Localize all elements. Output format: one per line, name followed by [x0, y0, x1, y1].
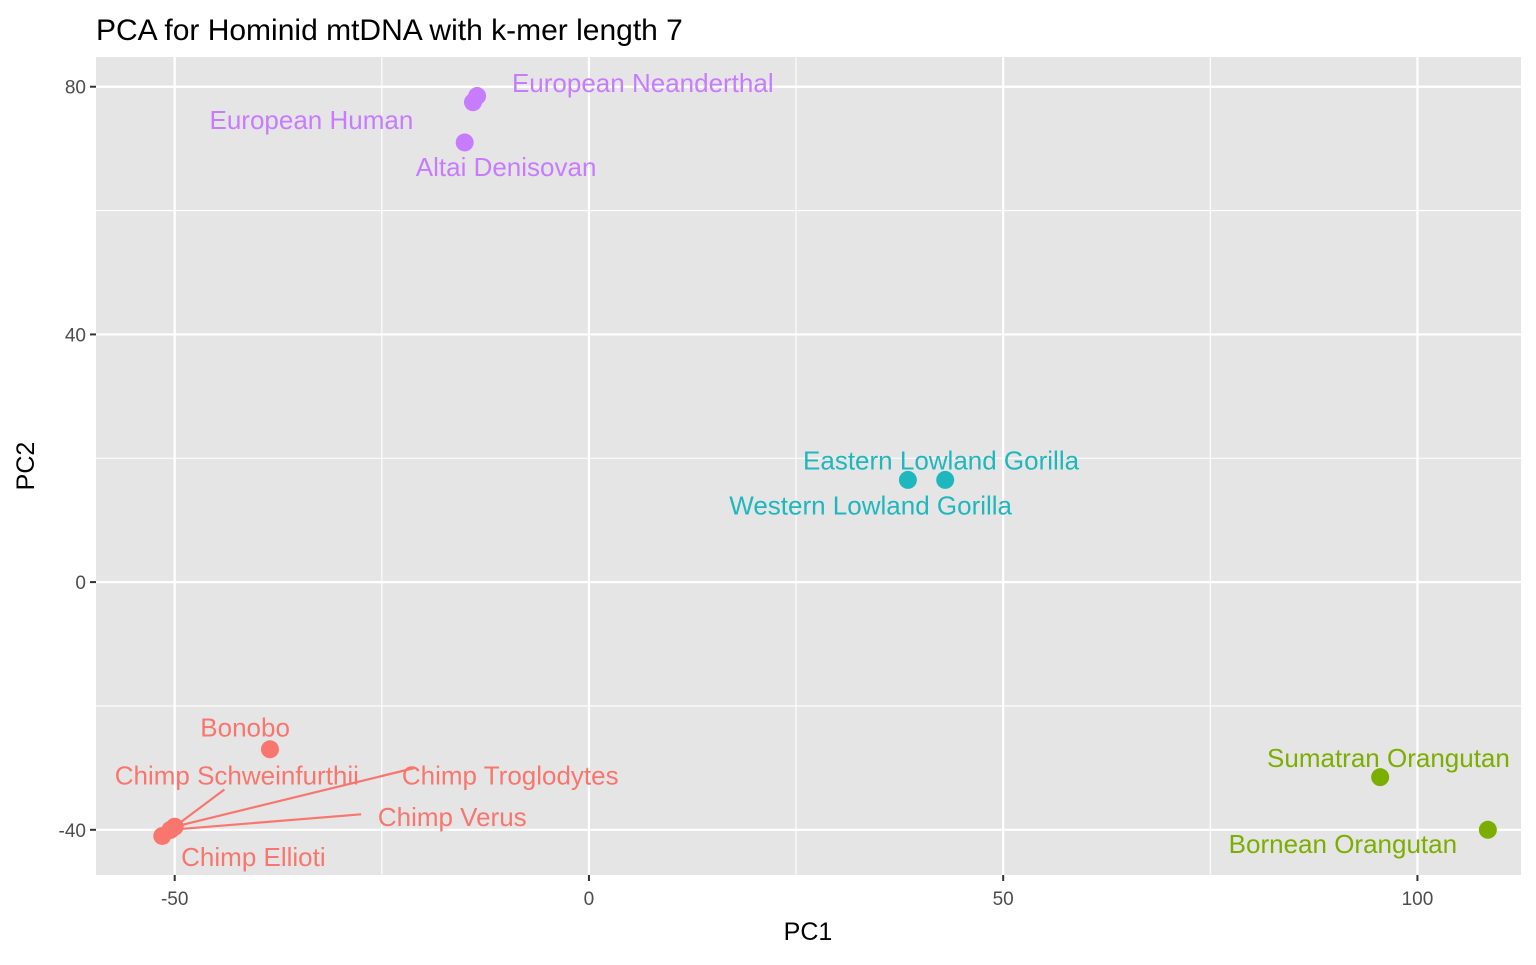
x-tick-label: -50 — [161, 889, 188, 910]
data-point — [1478, 820, 1497, 839]
point-labels: European Neanderthal European HumanAltai … — [115, 68, 1510, 872]
data-point — [898, 470, 917, 489]
label-leader-line — [174, 766, 416, 828]
point-label: Sumatran Orangutan — [1267, 743, 1510, 773]
x-axis-title: PC1 — [784, 918, 833, 946]
x-tick-label: 50 — [993, 889, 1014, 910]
y-tick-label: 80 — [65, 78, 86, 99]
data-points — [153, 87, 1497, 845]
point-label: Western Lowland Gorilla — [729, 490, 1012, 520]
data-point — [153, 826, 172, 845]
point-label: Bornean Orangutan — [1229, 829, 1457, 859]
chart-title: PCA for Hominid mtDNA with k-mer length … — [96, 14, 683, 47]
point-label: Chimp Verus — [378, 802, 527, 832]
x-tick-label: 100 — [1402, 889, 1434, 910]
point-label: Bonobo — [200, 713, 290, 743]
point-label: Altai Denisovan — [416, 152, 597, 182]
data-point — [936, 470, 955, 489]
label-leader-line — [170, 813, 362, 831]
point-label: Eastern Lowland Gorilla — [803, 446, 1080, 476]
data-point — [1371, 768, 1390, 787]
grid-lines — [96, 57, 1521, 875]
plot-panel — [96, 57, 1521, 875]
y-tick-label: -40 — [59, 821, 86, 842]
y-tick-label: 40 — [65, 325, 86, 346]
y-tick-label: 0 — [75, 573, 86, 594]
point-label: Chimp Ellioti — [181, 842, 326, 872]
data-point — [463, 93, 482, 112]
point-label: European Human — [210, 105, 414, 135]
axes: -50 0 50 100 -40 0 40 80 — [59, 78, 1434, 910]
point-label: Chimp Troglodytes — [402, 760, 619, 790]
data-point — [260, 740, 279, 759]
data-point — [455, 133, 474, 152]
point-label: Chimp Schweinfurthii — [115, 760, 359, 790]
x-tick-label: 0 — [584, 889, 595, 910]
y-axis-title: PC2 — [12, 442, 40, 491]
point-label: European Neanderthal — [512, 68, 774, 98]
